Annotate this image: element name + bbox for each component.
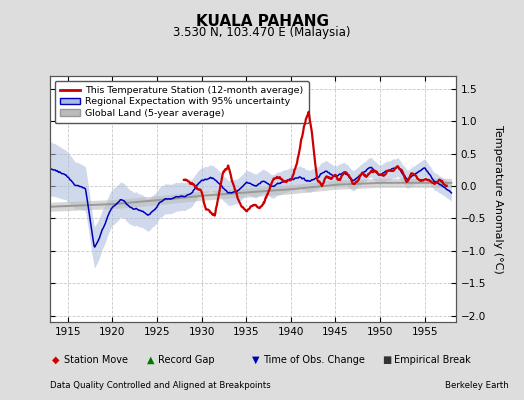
Text: 3.530 N, 103.470 E (Malaysia): 3.530 N, 103.470 E (Malaysia) [173, 26, 351, 39]
Text: Time of Obs. Change: Time of Obs. Change [263, 355, 365, 365]
Text: Record Gap: Record Gap [158, 355, 215, 365]
Text: Station Move: Station Move [64, 355, 128, 365]
Text: Empirical Break: Empirical Break [394, 355, 471, 365]
Text: ▼: ▼ [252, 355, 259, 365]
Text: Data Quality Controlled and Aligned at Breakpoints: Data Quality Controlled and Aligned at B… [50, 381, 270, 390]
Text: ▲: ▲ [147, 355, 154, 365]
Text: ◆: ◆ [52, 355, 60, 365]
Y-axis label: Temperature Anomaly (°C): Temperature Anomaly (°C) [493, 125, 503, 273]
Text: KUALA PAHANG: KUALA PAHANG [195, 14, 329, 29]
Text: Berkeley Earth: Berkeley Earth [444, 381, 508, 390]
Legend: This Temperature Station (12-month average), Regional Expectation with 95% uncer: This Temperature Station (12-month avera… [54, 81, 309, 123]
Text: ■: ■ [383, 355, 392, 365]
